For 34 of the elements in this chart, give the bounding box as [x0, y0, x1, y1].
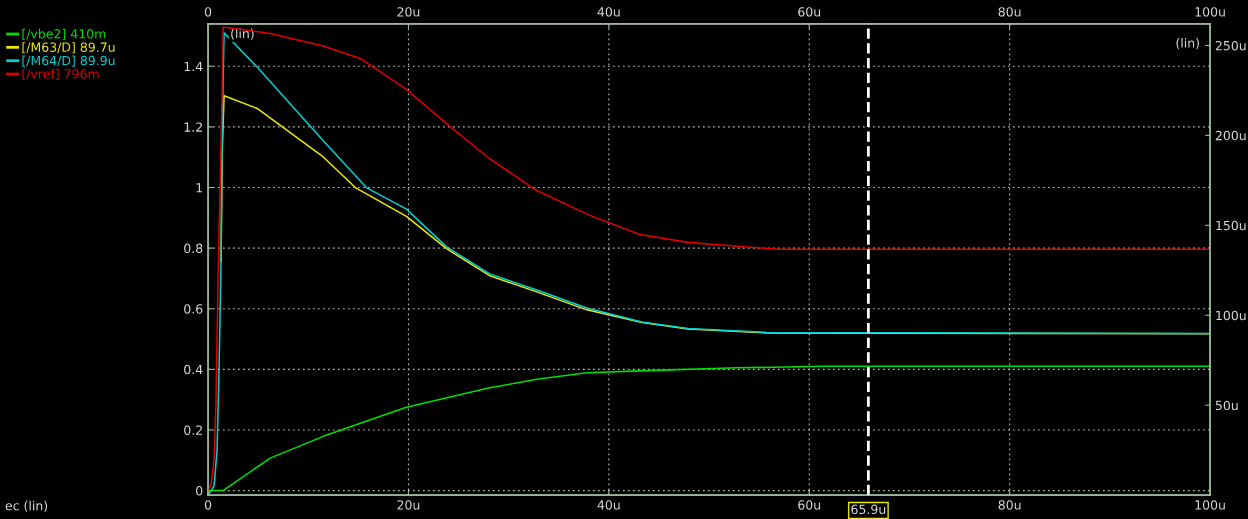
ref-line-label: 65.9u — [851, 504, 886, 515]
x-tick-label: 60u — [798, 500, 821, 510]
y-tick-label: 1 — [196, 183, 203, 193]
y-tick-label: 1.2 — [184, 122, 202, 132]
y-tick-label: 0 — [196, 486, 203, 496]
x-tick-label: 80u — [998, 500, 1021, 510]
x2-tick-label: 60u — [798, 7, 821, 17]
legend-label: [/M64/D] 89.9u — [22, 55, 115, 67]
y-tick-label: 0.2 — [184, 425, 202, 435]
y-tick-label: 0.6 — [184, 304, 203, 314]
x2-tick-label: 20u — [397, 7, 420, 17]
legend-label: [/M63/D] 89.7u — [22, 42, 115, 54]
x2-tick-label: 100u — [1195, 7, 1225, 17]
y-tick-label: 1.4 — [184, 61, 203, 72]
x2-tick-label: 40u — [597, 7, 620, 17]
x-tick-label: 100u — [1195, 500, 1225, 510]
legend-label: [/vbe2] 410m — [22, 28, 106, 41]
line-series — [208, 365, 1211, 492]
y2-tick-label: 50u — [1215, 400, 1238, 411]
y2-tick-label: 100u — [1216, 310, 1246, 321]
legend-label: [/vref] 796m — [22, 68, 99, 81]
text: ec (lin) — [5, 500, 48, 512]
x2-tick-label: 80u — [998, 7, 1021, 17]
x-tick-label: 40u — [597, 500, 620, 510]
x-tick-label: 0 — [204, 500, 212, 510]
y-tick-label: 0.8 — [184, 243, 203, 254]
y2-tick-label: 150u — [1216, 220, 1246, 231]
y-tick-label: 0.4 — [184, 364, 203, 375]
x2-tick-label: 0 — [204, 7, 212, 17]
y2-tick-label: 200u — [1215, 130, 1246, 141]
y2-tick-label: 250u — [1215, 40, 1246, 51]
y2-axis-title: (lin) — [1176, 38, 1199, 50]
x-tick-label: 20u — [397, 500, 420, 510]
y-axis-title: (lin) — [231, 28, 254, 40]
